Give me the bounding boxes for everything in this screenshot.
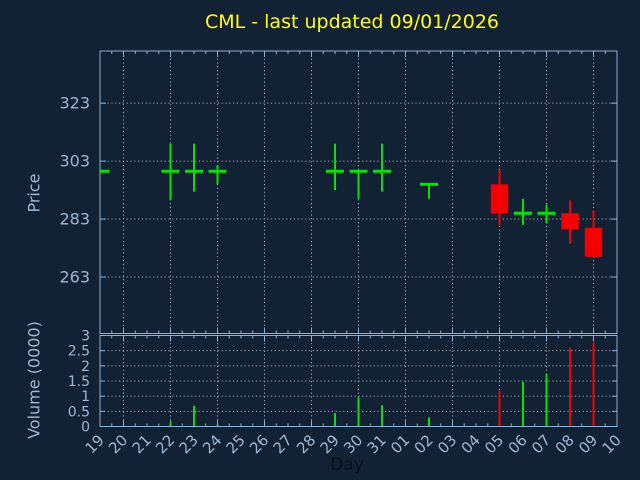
volume-tick-label: 1.5 — [68, 374, 90, 390]
day-tick-label: 06 — [505, 431, 531, 457]
day-tick-label: 03 — [434, 431, 460, 457]
candle-doji-body — [100, 169, 109, 173]
axes — [99, 50, 618, 427]
candle-day-02 — [420, 182, 438, 199]
day-tick-label: 09 — [575, 431, 601, 457]
day-tick-label: 22 — [152, 431, 178, 457]
tick-labels: 26328330332300.511.522.53192021222324252… — [59, 94, 624, 458]
day-tick-label: 20 — [105, 431, 131, 457]
candle-day-05 — [490, 169, 509, 225]
candle-day-19 — [100, 169, 109, 173]
candle-day-23 — [185, 143, 203, 192]
volume-tick-label: 0 — [81, 420, 90, 436]
day-axis-label: Day — [330, 455, 364, 475]
candle-doji-body — [420, 182, 438, 186]
candle-day-09 — [584, 210, 603, 257]
day-tick-label: 29 — [317, 431, 343, 457]
price-tick-label: 283 — [59, 210, 90, 229]
candle-doji-body — [326, 169, 344, 173]
day-tick-label: 28 — [293, 431, 319, 457]
candle-day-29 — [326, 143, 344, 191]
volume-tick-label: 3 — [81, 329, 90, 345]
day-tick-label: 25 — [223, 431, 249, 457]
day-tick-label: 27 — [270, 431, 296, 457]
volume-tick-label: 1 — [81, 389, 90, 405]
gridlines — [100, 51, 617, 427]
candle-day-22 — [161, 143, 180, 201]
day-tick-label: 26 — [246, 431, 272, 457]
price-tick-label: 303 — [59, 152, 90, 171]
day-tick-label: 10 — [599, 431, 625, 457]
volume-tick-label: 2 — [81, 359, 90, 375]
day-tick-label: 02 — [411, 431, 437, 457]
day-tick-label: 08 — [552, 431, 578, 457]
day-tick-label: 31 — [364, 431, 390, 457]
candle-doji-body — [185, 169, 203, 173]
candlestick-series — [100, 143, 603, 257]
candle-doji-body — [349, 169, 368, 173]
day-tick-label: 24 — [199, 431, 225, 457]
candle-doji-body — [161, 169, 180, 173]
day-tick-label: 21 — [129, 431, 155, 457]
volume-series — [169, 342, 595, 426]
day-tick-label: 30 — [340, 431, 366, 457]
candle-day-08 — [561, 200, 579, 244]
day-tick-label: 04 — [458, 431, 484, 457]
candle-body — [490, 184, 509, 214]
day-tick-label: 01 — [387, 431, 413, 457]
candle-day-06 — [514, 198, 532, 225]
day-tick-label: 05 — [481, 431, 507, 457]
volume-tick-label: 2.5 — [68, 344, 90, 360]
candle-doji-body — [537, 211, 556, 215]
price-tick-label: 323 — [59, 94, 90, 113]
candle-doji-body — [208, 169, 227, 173]
candle-day-31 — [373, 143, 391, 192]
candle-day-24 — [208, 165, 227, 185]
candle-doji-body — [514, 211, 532, 215]
candle-day-30 — [349, 169, 368, 199]
candle-body — [561, 213, 579, 230]
volume-tick-label: 0.5 — [68, 404, 90, 420]
candle-doji-body — [373, 169, 391, 173]
day-tick-label: 07 — [528, 431, 554, 457]
day-tick-label: 23 — [176, 431, 202, 457]
price-tick-label: 263 — [59, 268, 90, 287]
candle-day-07 — [537, 204, 556, 224]
chart-title: CML - last updated 09/01/2026 — [204, 11, 500, 33]
candle-body — [584, 227, 603, 257]
